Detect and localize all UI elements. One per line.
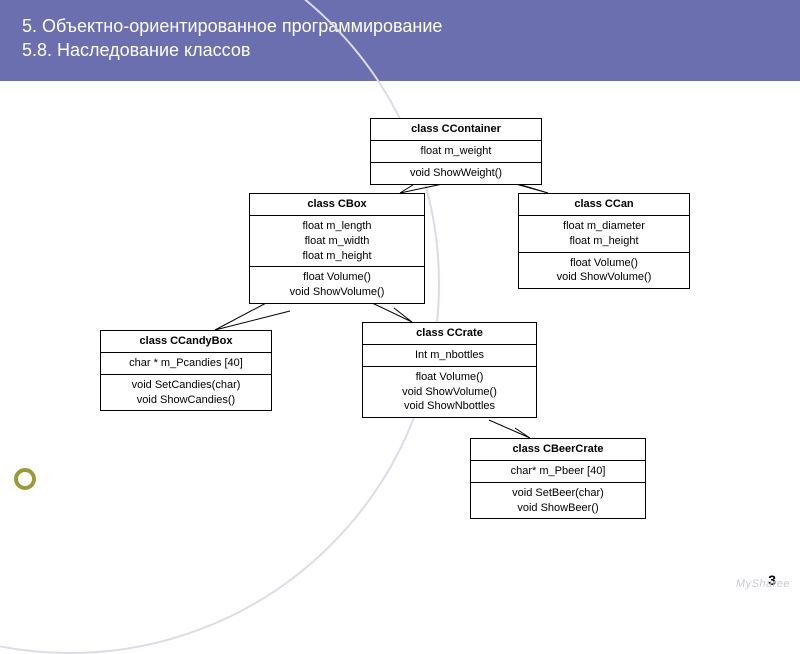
uml-class-ccan: class CCanfloat m_diameter float m_heigh…	[518, 193, 690, 289]
uml-class-attrs: float m_weight	[371, 140, 541, 162]
uml-class-ccrate: class CCrateInt m_nbottlesfloat Volume()…	[362, 322, 537, 418]
uml-class-attrs: char * m_Pcandies [40]	[101, 352, 271, 374]
uml-class-name: class CCan	[519, 194, 689, 215]
uml-class-ccontainer: class CContainerfloat m_weightvoid ShowW…	[370, 118, 542, 185]
uml-class-name: class CBox	[250, 194, 424, 215]
edge-ccandybox-to-cbox	[215, 302, 290, 330]
uml-class-cbox: class CBoxfloat m_length float m_width f…	[249, 193, 425, 304]
uml-class-attrs: float m_diameter float m_height	[519, 215, 689, 252]
uml-class-methods: float Volume() void ShowVolume()	[519, 252, 689, 289]
diagram-canvas: class CContainerfloat m_weightvoid ShowW…	[0, 90, 800, 600]
uml-class-methods: void SetCandies(char) void ShowCandies()	[101, 374, 271, 411]
decorative-bullet	[14, 468, 36, 490]
uml-class-methods: void ShowWeight()	[371, 162, 541, 184]
edge-ccrate-to-cbox	[370, 302, 412, 322]
uml-class-attrs: Int m_nbottles	[363, 344, 536, 366]
uml-class-attrs: float m_length float m_width float m_hei…	[250, 215, 424, 267]
uml-class-name: class CCrate	[363, 323, 536, 344]
uml-class-ccandybox: class CCandyBoxchar * m_Pcandies [40]voi…	[100, 330, 272, 411]
uml-class-name: class CContainer	[371, 119, 541, 140]
uml-class-attrs: char* m_Pbeer [40]	[471, 460, 645, 482]
watermark: MySharee	[736, 578, 790, 590]
edge-cbeercrate-to-ccrate	[489, 420, 530, 438]
header-title-1: 5. Объектно-ориентированное программиров…	[22, 14, 778, 38]
uml-class-methods: void SetBeer(char) void ShowBeer()	[471, 482, 645, 519]
uml-class-cbeercrate: class CBeerCratechar* m_Pbeer [40]void S…	[470, 438, 646, 519]
uml-class-methods: float Volume() void ShowVolume()	[250, 266, 424, 303]
uml-class-methods: float Volume() void ShowVolume() void Sh…	[363, 366, 536, 418]
uml-class-name: class CBeerCrate	[471, 439, 645, 460]
uml-class-name: class CCandyBox	[101, 331, 271, 352]
header-title-2: 5.8. Наследование классов	[22, 38, 778, 62]
slide-header: 5. Объектно-ориентированное программиров…	[0, 0, 800, 81]
